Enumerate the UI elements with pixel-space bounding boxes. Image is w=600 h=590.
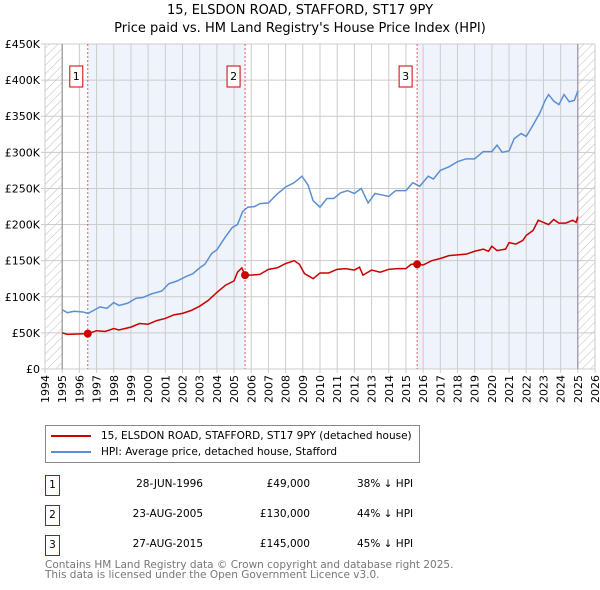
x-tick-label: 2020 — [486, 375, 499, 403]
sale-label: 2 — [230, 70, 237, 83]
x-tick-label: 2026 — [589, 375, 600, 403]
sale-point — [413, 260, 422, 269]
legend-item-property: 15, ELSDON ROAD, STAFFORD, ST17 9PY (det… — [51, 430, 412, 442]
sale-price: £130,000 — [259, 508, 310, 520]
price-chart: 1994 1995 1996 1997 1998 1999 2000 2001 2002 2003… — [5, 38, 600, 403]
hatched-no-data — [45, 44, 63, 369]
y-tick-label: £450K — [5, 38, 41, 51]
sale-label: 3 — [402, 70, 409, 83]
x-tick-label: 1995 — [56, 375, 69, 403]
y-tick-label: £100K — [5, 291, 41, 304]
legend-item-hpi: HPI: Average price, detached house, Staf… — [51, 446, 337, 458]
x-tick-label: 2019 — [469, 375, 482, 403]
sale-price: £145,000 — [259, 538, 310, 550]
shaded-period — [417, 44, 578, 369]
x-tick-label: 2024 — [555, 375, 568, 403]
sale-row: 3 27-AUG-2015 £145,000 45% ↓ HPI — [45, 535, 465, 556]
x-tick-label: 1997 — [91, 375, 104, 403]
x-tick-label: 2014 — [383, 375, 396, 403]
sale-point — [83, 329, 92, 338]
property-price-line — [61, 216, 579, 336]
x-tick-label: 2013 — [366, 375, 379, 403]
y-tick-label: £300K — [5, 146, 41, 159]
sale-point — [241, 271, 250, 280]
x-tick-label: 2007 — [262, 375, 275, 403]
footer: Contains HM Land Registry data © Crown c… — [45, 559, 454, 581]
x-tick-label: 2009 — [297, 375, 310, 403]
x-tick-label: 2002 — [177, 375, 190, 403]
sale-label-box — [398, 65, 413, 88]
x-tick-label: 2021 — [503, 375, 516, 403]
x-tick-label: 2005 — [228, 375, 241, 403]
x-tick-label: 2017 — [434, 375, 447, 403]
y-tick-label: £50K — [12, 327, 41, 340]
footer-line: Contains HM Land Registry data © Crown c… — [45, 559, 454, 571]
y-tick-label: £200K — [5, 219, 41, 232]
shaded-period — [87, 44, 246, 369]
chart-legend: 15, ELSDON ROAD, STAFFORD, ST17 9PY (det… — [45, 425, 420, 463]
sale-number-badge: 1 — [45, 475, 60, 496]
hpi-line — [61, 90, 579, 315]
y-tick-label: £400K — [5, 74, 41, 87]
x-tick-label: 2022 — [520, 375, 533, 403]
legend-label: 15, ELSDON ROAD, STAFFORD, ST17 9PY (det… — [101, 430, 412, 442]
y-tick-label: £0 — [26, 363, 40, 376]
sale-hpi-diff: 44% ↓ HPI — [357, 508, 414, 520]
x-tick-label: 2018 — [452, 375, 465, 403]
x-tick-label: 1996 — [73, 375, 86, 403]
x-tick-label: 2000 — [142, 375, 155, 403]
x-tick-label: 2011 — [331, 375, 344, 403]
x-tick-label: 2008 — [280, 375, 293, 403]
sale-label-box — [226, 65, 241, 88]
x-tick-label: 2001 — [159, 375, 172, 403]
chart-subtitle: Price paid vs. HM Land Registry's House … — [114, 21, 486, 36]
x-tick-label: 2023 — [537, 375, 550, 403]
y-tick-label: £150K — [5, 255, 41, 268]
x-tick-label: 1998 — [108, 375, 121, 403]
x-tick-label: 2006 — [245, 375, 258, 403]
x-tick-label: 1994 — [39, 375, 52, 403]
sale-date: 23-AUG-2005 — [132, 508, 203, 520]
x-tick-label: 2012 — [348, 375, 361, 403]
footer-line: This data is licensed under the Open Gov… — [45, 569, 380, 581]
hatched-no-data — [577, 44, 595, 369]
y-tick-label: £250K — [5, 182, 41, 195]
x-tick-label: 2015 — [400, 375, 413, 403]
sale-row: 1 28-JUN-1996 £49,000 38% ↓ HPI — [45, 475, 465, 496]
x-tick-label: 2010 — [314, 375, 327, 403]
chart-title: 15, ELSDON ROAD, STAFFORD, ST17 9PY — [166, 3, 434, 18]
legend-swatch-blue — [51, 451, 91, 453]
sale-number-badge: 2 — [45, 505, 60, 526]
x-tick-label: 2003 — [194, 375, 207, 403]
sale-hpi-diff: 38% ↓ HPI — [357, 478, 414, 490]
sale-price: £49,000 — [266, 478, 310, 490]
x-tick-label: 2016 — [417, 375, 430, 403]
x-tick-label: 2004 — [211, 375, 224, 403]
x-tick-label: 2025 — [572, 375, 585, 403]
x-tick-label: 1999 — [125, 375, 138, 403]
sale-hpi-diff: 45% ↓ HPI — [357, 538, 414, 550]
sale-row: 2 23-AUG-2005 £130,000 44% ↓ HPI — [45, 505, 465, 526]
sale-label-box — [69, 65, 84, 88]
legend-label: HPI: Average price, detached house, Staf… — [101, 446, 338, 458]
legend-swatch-red — [51, 435, 91, 437]
y-tick-label: £350K — [5, 110, 41, 123]
sale-date: 27-AUG-2015 — [132, 538, 203, 550]
sale-date: 28-JUN-1996 — [136, 478, 203, 490]
sale-label: 1 — [73, 70, 80, 83]
sale-number-badge: 3 — [45, 535, 60, 556]
